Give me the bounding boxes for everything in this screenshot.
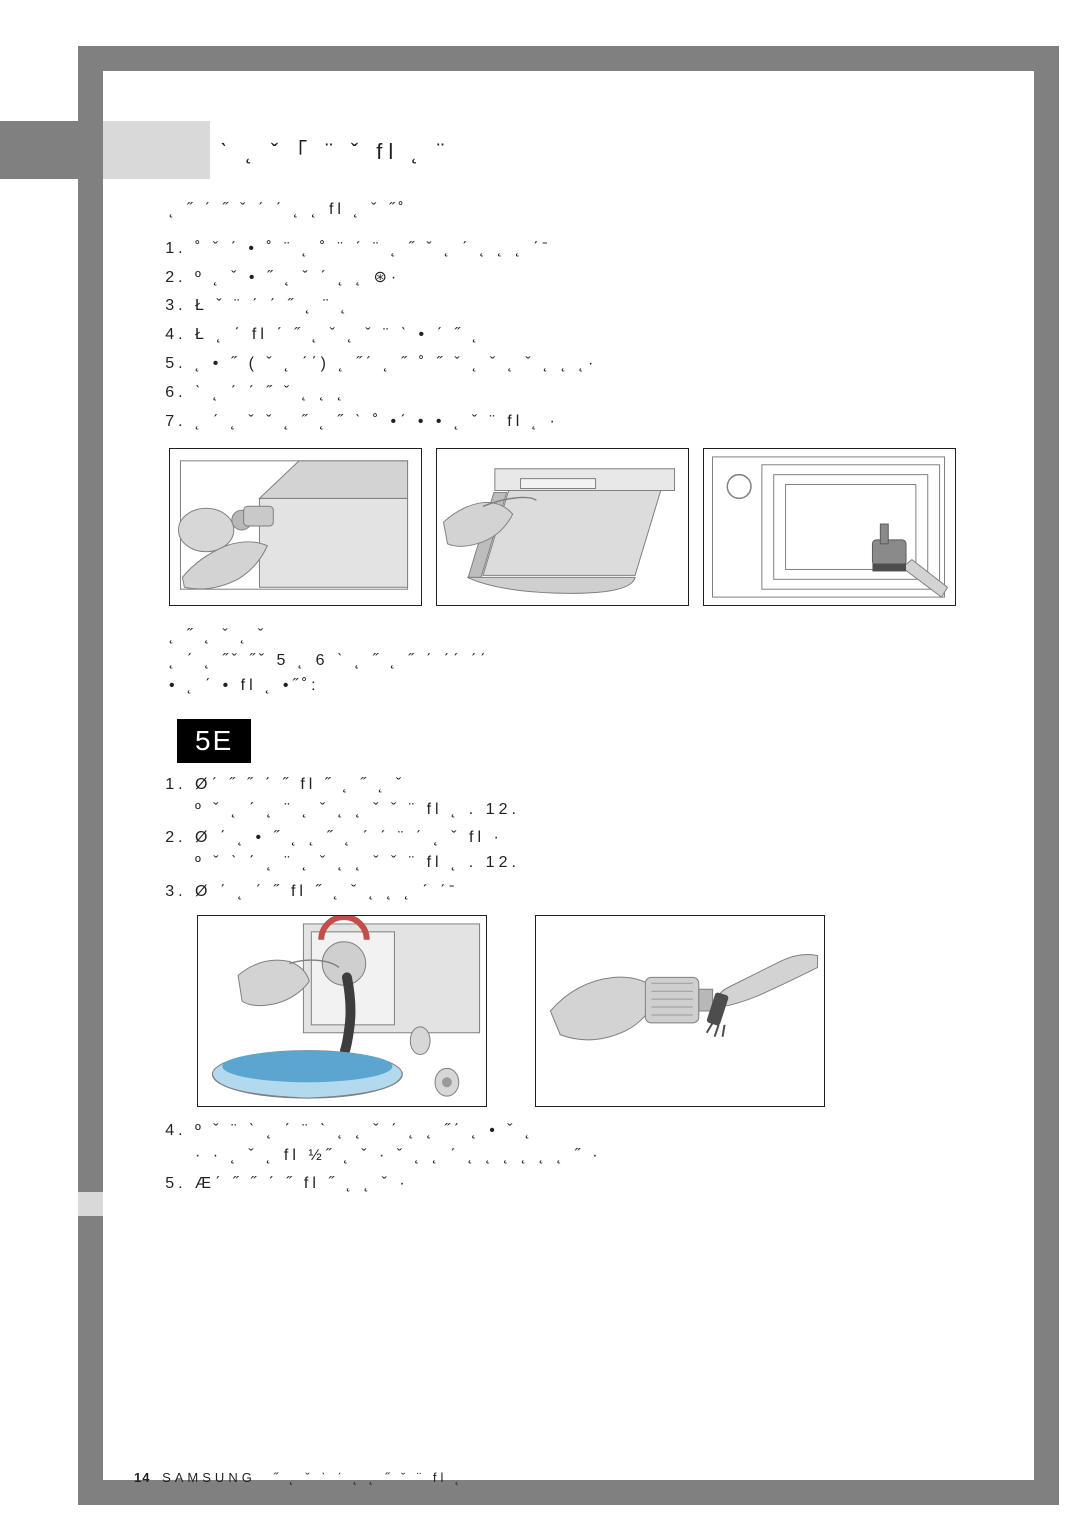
content: ˛ ˝ ˊ ˝ ˇ ˊ ˊ ˛ ˛ fl ˛ ˇ ˝˚ ˚ ˇ ˊ • ˚ ¨ … bbox=[169, 198, 1012, 1453]
illustration-drawer bbox=[436, 448, 689, 606]
header-title-area: ˋ ˛ ˇ ｢ ¨ ˇ fl ˛ ¨ bbox=[210, 121, 977, 179]
steps-list-b: Øˊ ˝ ˝ ˊ ˝ fl ˝ ˛ ˝ ˛ ˇ º ˇ ˛ ˊ ˛ ¨ ˛ ˇ … bbox=[169, 773, 1012, 905]
intro-paragraph: ˛ ˝ ˊ ˝ ˇ ˊ ˊ ˛ ˛ fl ˛ ˇ ˝˚ bbox=[169, 198, 1012, 223]
step: ˛ • ˝ ( ˇ ˛ ˊˊ) ˛ ˝ˊ ˛ ˝ ˚ ˝ ˇ ˛ ˇ ˛ ˇ ˛… bbox=[195, 352, 1012, 377]
error-code-badge: 5E bbox=[177, 719, 251, 763]
header-strip-dark bbox=[0, 121, 103, 179]
mid-paragraph: ˛ ˝ ˛ ˇ ˛ ˇ ˛ ˊ ˛ ˝ˇ ˝ˇ 5 ˛ 6 ˋ ˛ ˝ ˛ ˝ … bbox=[169, 624, 1012, 698]
illustration-door-brush bbox=[703, 448, 956, 606]
page: ˋ ˛ ˇ ｢ ¨ ˇ fl ˛ ¨ ˛ ˝ ˊ ˝ ˇ ˊ ˊ ˛ ˛ fl … bbox=[0, 0, 1080, 1533]
step: ˚ ˇ ˊ • ˚ ¨ ˛ ˚ ¨ ˊ ¨ ˛ ˝ ˇ ˛ ˊ ˛ ˛ ˛ ˊˉ bbox=[195, 237, 1012, 262]
step: Ø ˊ ˛ • ˝ ˛ ˛ ˝ ˛ ˊ ˊ ¨ ˊ ˛ ˇ fl · º ˇ ˋ… bbox=[195, 826, 1012, 876]
step: ˛ ˊ ˛ ˇ ˇ ˛ ˝ ˛ ˝ ˋ ˚ •ˊ • • ˛ ˇ ¨ fl ˛ … bbox=[195, 410, 1012, 435]
illustration-drain-bowl bbox=[197, 915, 487, 1107]
step: ˋ ˛ ˊ ˊ ˝ ˇ ˛ ˛ ˛ bbox=[195, 381, 1012, 406]
step: Øˊ ˝ ˝ ˊ ˝ fl ˝ ˛ ˝ ˛ ˇ º ˇ ˛ ˊ ˛ ¨ ˛ ˇ … bbox=[195, 773, 1012, 823]
steps-list-c: º ˇ ¨ ˋ ˛ ˊ ¨ ˋ ˛ ˛ ˇ ˊ ˛ ˛ ˝ˊ ˛ • ˇ ˛ ·… bbox=[169, 1119, 1012, 1197]
step: Ł ˇ ¨ ˊ ˊ ˝ ˛ ¨ ˛ bbox=[195, 294, 1012, 319]
illustration-row-2 bbox=[197, 915, 1012, 1107]
illustration-row-1 bbox=[169, 448, 1012, 606]
illustration-clean-filter bbox=[535, 915, 825, 1107]
footer-brand: SAMSUNG bbox=[162, 1470, 256, 1485]
step: Ł ˛ ˊ fl ˊ ˝ ˛ ˇ ˛ ˇ ¨ ˋ • ˊ ˝ ˛ bbox=[195, 323, 1012, 348]
illustration-dispenser-open bbox=[169, 448, 422, 606]
steps-list-a: ˚ ˇ ˊ • ˚ ¨ ˛ ˚ ¨ ˊ ¨ ˛ ˝ ˇ ˛ ˊ ˛ ˛ ˛ ˊˉ… bbox=[169, 237, 1012, 435]
step: Ø ˊ ˛ ˊ ˝ fl ˝ ˛ ˇ ˛ ˛ ˛ ˊ ˊˉ bbox=[195, 880, 1012, 905]
step: Æˊ ˝ ˝ ˊ ˝ fl ˝ ˛ ˛ ˇ · bbox=[195, 1172, 1012, 1197]
step: º ˇ ¨ ˋ ˛ ˊ ¨ ˋ ˛ ˛ ˇ ˊ ˛ ˛ ˝ˊ ˛ • ˇ ˛ ·… bbox=[195, 1119, 1012, 1169]
section-title: ˋ ˛ ˇ ｢ ¨ ˇ fl ˛ ¨ bbox=[220, 134, 450, 166]
footer-trailing: ˝ ˛ ˇ ˋ ˊ ˛ ˛ ˝ ˇ ¨ fl ˛ bbox=[273, 1470, 463, 1485]
page-footer: 14 SAMSUNG ˝ ˛ ˇ ˋ ˊ ˛ ˛ ˝ ˇ ¨ fl ˛ bbox=[134, 1470, 463, 1485]
step: º ˛ ˇ • ˝ ˛ ˇ ˊ ˛ ˛ ⊛· bbox=[195, 266, 1012, 291]
page-number: 14 bbox=[134, 1470, 150, 1485]
side-tab bbox=[78, 1192, 103, 1216]
